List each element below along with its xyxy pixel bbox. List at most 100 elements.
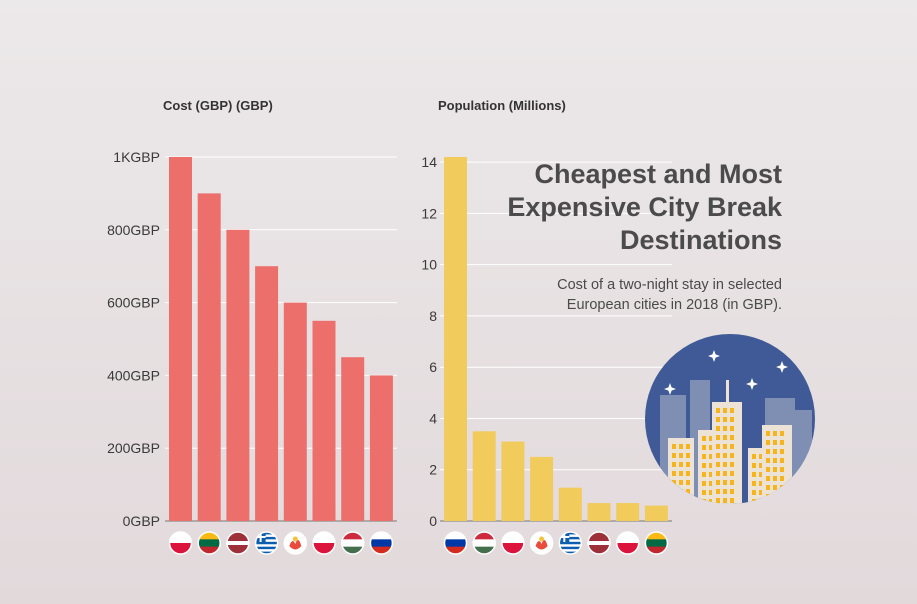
city-antenna xyxy=(726,380,729,410)
city-window xyxy=(766,508,770,513)
city-window xyxy=(702,499,706,504)
city-window xyxy=(702,490,706,495)
city-window xyxy=(766,476,770,481)
city-window xyxy=(773,485,777,490)
city-window xyxy=(709,436,713,441)
city-window xyxy=(730,417,734,422)
cost-ytick-label: 0GBP xyxy=(123,513,160,529)
pop-bar-poland xyxy=(616,503,640,521)
city-window xyxy=(780,431,784,436)
city-window xyxy=(702,517,706,522)
flag-poland-icon xyxy=(168,531,193,555)
cost-ytick-label: 400GBP xyxy=(107,367,160,383)
city-window xyxy=(780,440,784,445)
flag-poland-icon xyxy=(501,531,525,555)
city-window xyxy=(672,489,676,494)
city-window xyxy=(686,516,690,521)
pop-ytick-label: 0 xyxy=(429,513,437,529)
city-window xyxy=(773,467,777,472)
pop-bar-russia xyxy=(444,157,467,521)
city-window xyxy=(702,472,706,477)
city-window xyxy=(780,476,784,481)
star-icon xyxy=(664,383,676,395)
city-window xyxy=(709,517,713,522)
city-window xyxy=(723,444,727,449)
city-window xyxy=(766,517,770,522)
pop-ytick-label: 14 xyxy=(421,154,437,170)
population-chart: Population (Millions) 0 2 4 6 8 10 12 14 xyxy=(421,98,672,555)
city-window xyxy=(702,454,706,459)
cost-ytick-label: 1KGBP xyxy=(113,149,160,165)
city-window xyxy=(773,494,777,499)
cost-bar-lithuania xyxy=(197,193,221,521)
city-window xyxy=(730,408,734,413)
city-window xyxy=(716,507,720,512)
city-window xyxy=(780,494,784,499)
city-window xyxy=(752,508,756,513)
city-window xyxy=(780,503,784,504)
city-window xyxy=(702,436,706,441)
city-window xyxy=(759,454,763,459)
flag-lithuania-icon xyxy=(644,531,669,555)
city-window xyxy=(716,508,720,513)
city-window xyxy=(723,426,727,431)
city-window xyxy=(766,485,770,490)
city-window xyxy=(716,462,720,467)
city-window xyxy=(716,435,720,440)
city-window xyxy=(686,462,690,467)
city-window xyxy=(723,471,727,476)
star-icon xyxy=(708,350,720,362)
pop-bar-latvia xyxy=(587,503,611,521)
city-window xyxy=(723,516,727,521)
cost-bar-poland xyxy=(312,320,336,521)
city-window xyxy=(672,471,676,476)
city-window xyxy=(723,462,727,467)
cost-chart: Cost (GBP) (GBP) 0GBP 200GBP 400GBP 600GBP 8… xyxy=(107,98,397,555)
city-window xyxy=(730,453,734,458)
city-window xyxy=(730,507,734,512)
city-window xyxy=(723,480,727,485)
flag-greece-icon xyxy=(558,531,583,555)
city-window xyxy=(686,498,690,503)
city-window xyxy=(766,458,770,463)
city-window xyxy=(679,507,683,512)
city-window xyxy=(759,463,763,468)
flag-hungary-icon xyxy=(472,531,496,555)
flag-russia-icon xyxy=(369,531,394,555)
city-window xyxy=(730,426,734,431)
city-window xyxy=(716,489,720,494)
city-window xyxy=(679,489,683,494)
city-window xyxy=(709,445,713,450)
pop-ytick-label: 8 xyxy=(429,308,437,324)
city-window xyxy=(730,471,734,476)
city-window xyxy=(730,516,734,521)
cost-bar-hungary xyxy=(341,357,365,521)
city-window xyxy=(780,512,784,517)
flag-hungary-icon xyxy=(340,531,365,555)
city-window xyxy=(766,440,770,445)
flag-canary-islands-icon xyxy=(283,531,308,555)
city-window xyxy=(780,521,784,526)
city-window xyxy=(709,499,713,504)
city-window xyxy=(752,481,756,486)
city-window xyxy=(752,490,756,495)
cost-chart-title: Cost (GBP) (GBP) xyxy=(163,98,273,113)
city-skyline-icon xyxy=(645,334,815,526)
city-window xyxy=(759,508,763,513)
city-window xyxy=(679,444,683,449)
flag-poland-icon xyxy=(312,531,336,555)
flag-canary-islands-icon xyxy=(529,531,554,555)
pop-bar-canary-islands xyxy=(530,456,554,521)
city-window xyxy=(766,521,770,526)
city-window xyxy=(672,507,676,512)
city-window xyxy=(679,453,683,458)
city-window xyxy=(766,467,770,472)
city-window xyxy=(672,462,676,467)
city-window xyxy=(723,453,727,458)
city-window xyxy=(709,490,713,495)
pop-ytick-label: 10 xyxy=(421,257,437,273)
chart-subtitle: Cost of a two-night stay in selected Eur… xyxy=(557,277,782,313)
city-window xyxy=(752,472,756,477)
city-window xyxy=(686,489,690,494)
